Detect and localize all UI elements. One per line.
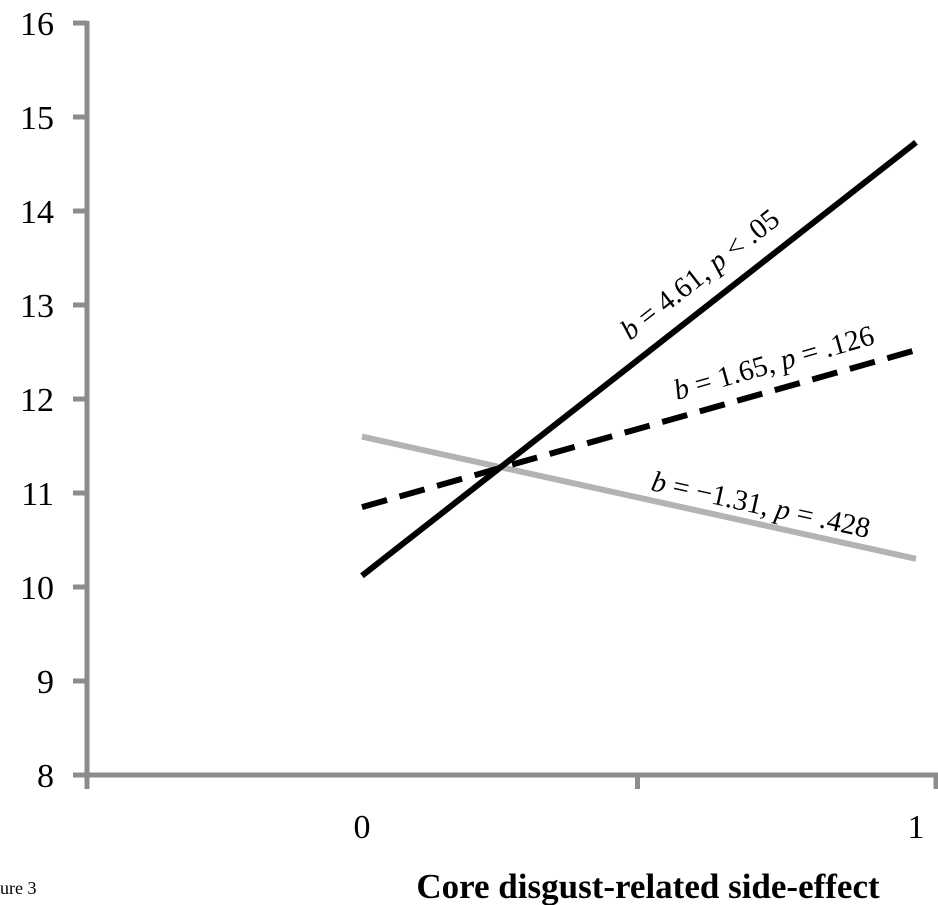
series-label-1: b = −1.31, p = .428 bbox=[648, 466, 873, 545]
y-tick-label: 10 bbox=[20, 570, 54, 607]
x-axis-title: Core disgust-related side-effect bbox=[416, 867, 880, 905]
figure-caption: ure 3 bbox=[0, 878, 36, 898]
x-tick-label: 1 bbox=[908, 809, 925, 846]
series-layer bbox=[360, 140, 918, 579]
series-line-2 bbox=[361, 347, 917, 510]
y-tick-label: 14 bbox=[20, 194, 54, 231]
y-tick-label: 11 bbox=[21, 476, 54, 513]
y-tick-label: 13 bbox=[20, 288, 54, 325]
y-tick-label: 12 bbox=[20, 382, 54, 419]
y-tick-layer: 8 9 10 11 12 13 14 15 16 bbox=[20, 6, 87, 795]
series-label-part: < .05 bbox=[713, 203, 786, 270]
series-label-part: b bbox=[648, 466, 669, 500]
series-label-2: b = 1.65, p = .126 bbox=[670, 320, 878, 407]
series-label-part: = 1.65, bbox=[684, 346, 785, 403]
y-tick-label: 9 bbox=[37, 664, 54, 701]
series-label-3: b = 4.61, p < .05 bbox=[615, 203, 786, 347]
axes-layer bbox=[84, 21, 938, 778]
y-tick-label: 15 bbox=[20, 100, 54, 137]
series-line-3 bbox=[360, 140, 918, 579]
y-tick-label: 16 bbox=[20, 6, 54, 43]
x-tick-label: 0 bbox=[354, 809, 371, 846]
series-line-1 bbox=[361, 433, 917, 562]
series-label-part: = 4.61, bbox=[626, 253, 721, 337]
y-tick-label: 8 bbox=[37, 758, 54, 795]
